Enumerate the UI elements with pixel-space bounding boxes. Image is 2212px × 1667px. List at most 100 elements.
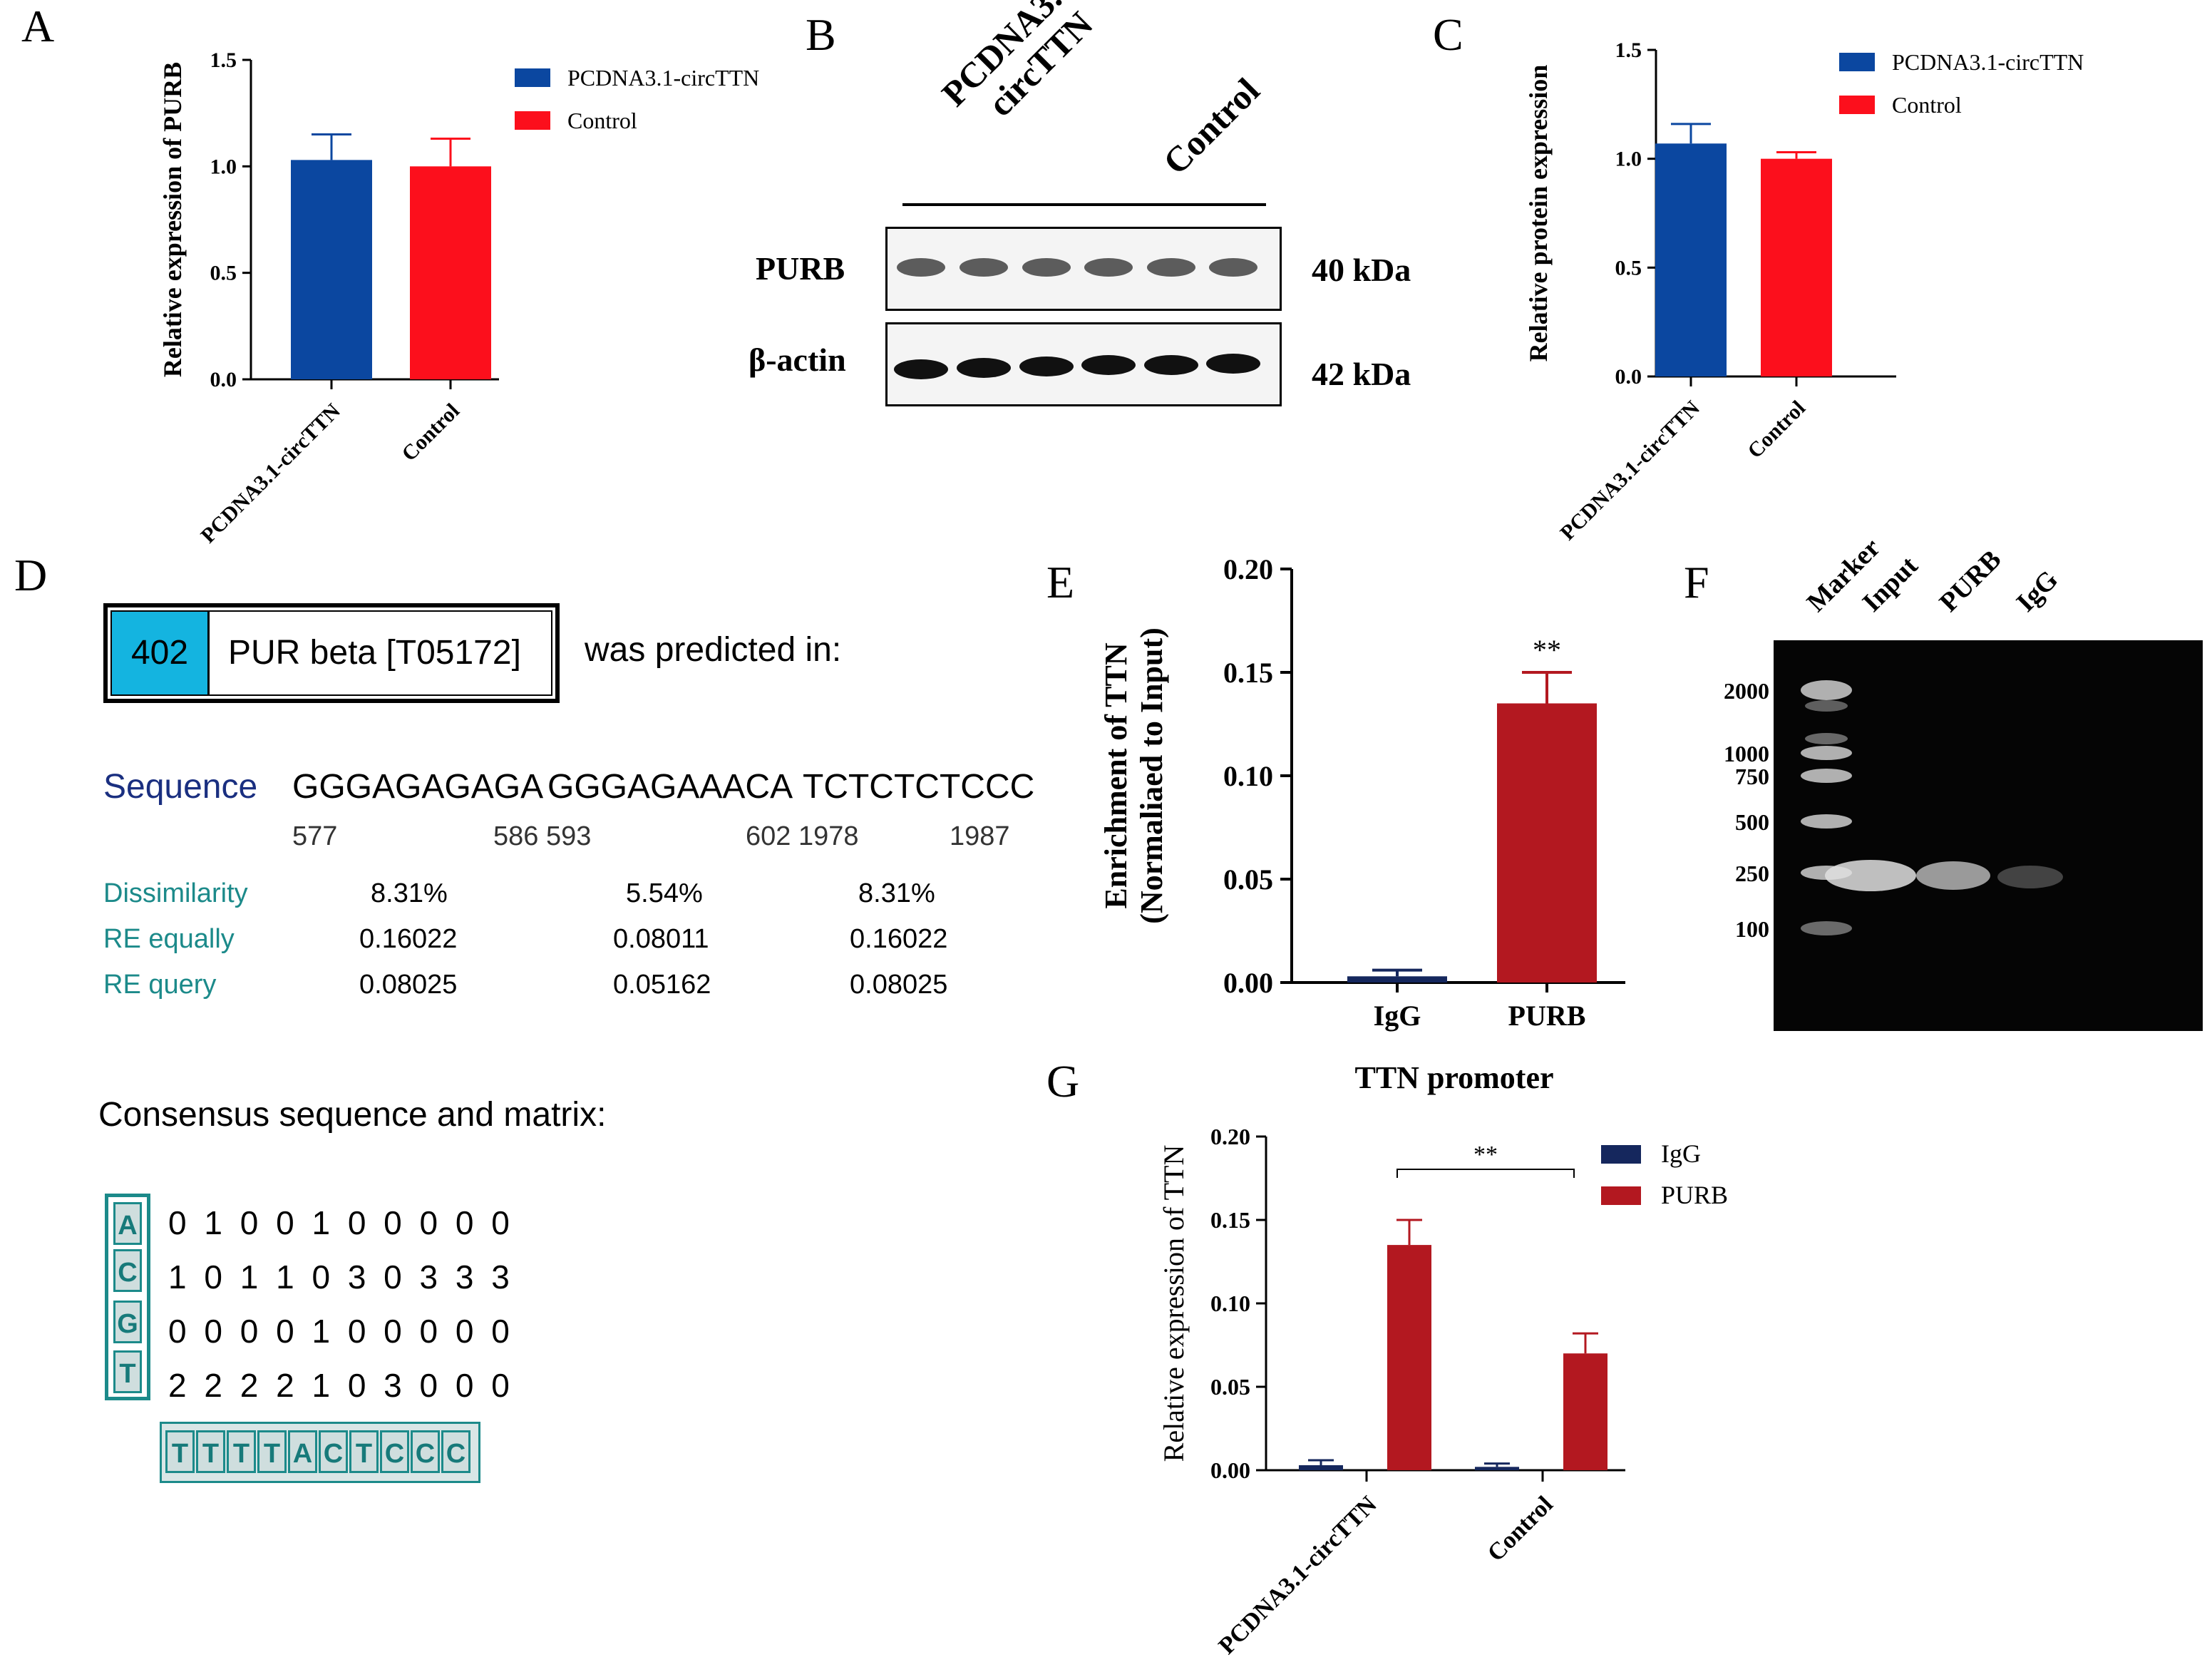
row-value-re-equally-1: 0.16022 <box>359 924 458 954</box>
matrix-letter-c: C <box>113 1249 142 1292</box>
y-axis-label: Relative protein expression <box>1524 65 1553 362</box>
bar <box>1497 703 1597 983</box>
marker-label: 2000 <box>1724 678 1769 704</box>
band-actin-2 <box>957 358 1011 378</box>
consensus-letter: C <box>411 1430 440 1473</box>
legend-swatch <box>1601 1186 1641 1205</box>
chart-c: 0.0 0.5 1.0 1.5 PCDNA3.1-circTTN Control Relat… <box>1524 39 2084 545</box>
motif-panel: 402 PUR beta [T05172] was predicted in: … <box>0 556 1034 1497</box>
band-actin-1 <box>894 359 948 379</box>
y-tick-label: 0.00 <box>1223 967 1273 999</box>
panel-letter-c: C <box>1433 9 1463 60</box>
band-actin-6 <box>1206 354 1260 374</box>
band-purb-3 <box>1022 258 1071 277</box>
row-value-re-equally-3: 0.16022 <box>850 924 948 954</box>
consensus-letter: T <box>196 1430 225 1473</box>
consensus-letter: T <box>349 1430 379 1473</box>
position-2: 586 593 <box>493 821 592 851</box>
blot-line-control <box>1098 203 1266 206</box>
bar <box>1347 976 1447 983</box>
legend-swatch <box>515 111 550 130</box>
legend-label: PURB <box>1661 1181 1728 1209</box>
x-tick-label: PURB <box>1508 1000 1586 1032</box>
motif-header-inner <box>110 610 552 696</box>
blot-row-label-actin: β-actin <box>749 342 846 378</box>
significance-label: ** <box>1533 634 1561 666</box>
consensus-title: Consensus sequence and matrix: <box>98 1096 607 1134</box>
matrix-row-g: 0 0 0 0 1 0 0 0 0 0 <box>168 1313 514 1350</box>
y-tick-label: 0.20 <box>1223 553 1273 585</box>
marker-band <box>1801 680 1852 700</box>
x-tick-label: Control <box>1483 1491 1558 1566</box>
y-tick-label: 0.10 <box>1223 760 1273 792</box>
position-1: 577 <box>292 821 338 851</box>
consensus-letter: C <box>441 1430 470 1473</box>
position-3: 602 1978 <box>746 821 859 851</box>
marker-label: 500 <box>1735 809 1769 835</box>
bar <box>410 166 491 380</box>
y-tick-label: 1.0 <box>210 155 237 178</box>
y-tick-label: 0.10 <box>1210 1291 1250 1316</box>
lane-label: PURB <box>1934 545 2007 618</box>
band-purb-6 <box>1209 258 1257 277</box>
motif-predicted-text: was predicted in: <box>585 631 842 669</box>
y-tick-label: 0.5 <box>210 262 237 285</box>
significance-bracket <box>1396 1169 1575 1178</box>
row-value-re-query-3: 0.08025 <box>850 970 948 1000</box>
row-value-dissimilarity-3: 8.31% <box>858 878 935 908</box>
blot-line-pcdna <box>902 203 1075 206</box>
x-tick-label: PCDNA3.1-circTTN <box>1555 396 1704 545</box>
y-tick-label: 0.15 <box>1223 657 1273 689</box>
sequence-1: GGGAGAGAGA <box>292 768 544 806</box>
row-value-dissimilarity-2: 5.54% <box>626 878 703 908</box>
motif-id-badge: 402 <box>112 612 207 694</box>
y-tick-label: 1.5 <box>210 48 237 72</box>
bar <box>1761 158 1832 376</box>
blot-row-label-purb: PURB <box>756 250 845 287</box>
consensus-letter: C <box>380 1430 409 1473</box>
consensus-letter: T <box>257 1430 287 1473</box>
y-tick-label: 0.15 <box>1210 1207 1250 1233</box>
chart-title: TTN promoter <box>1354 1060 1553 1095</box>
y-axis-label-2: (Normaliaed to Input) <box>1134 627 1169 924</box>
band-purb-4 <box>1084 258 1133 277</box>
matrix-row-a: 0 1 0 0 1 0 0 0 0 0 <box>168 1204 514 1241</box>
row-label-re-equally: RE equally <box>103 924 235 954</box>
legend-label: PCDNA3.1-circTTN <box>1892 49 2084 75</box>
blot-size-42: 42 kDa <box>1312 356 1411 392</box>
matrix-letter-t: T <box>113 1350 142 1393</box>
matrix-row-t: 2 2 2 2 1 0 3 0 0 0 <box>168 1367 514 1404</box>
row-value-re-query-1: 0.08025 <box>359 970 458 1000</box>
bar <box>1563 1353 1607 1470</box>
band-purb-5 <box>1147 258 1195 277</box>
bar <box>1299 1465 1343 1470</box>
consensus-letter: C <box>319 1430 348 1473</box>
motif-id-divider <box>207 612 210 694</box>
marker-label: 100 <box>1735 916 1769 942</box>
marker-band <box>1801 746 1852 760</box>
bar <box>1475 1467 1519 1470</box>
consensus-letter: T <box>165 1430 195 1473</box>
panel-letter-d: D <box>14 550 48 600</box>
blot-size-40: 40 kDa <box>1312 252 1411 288</box>
chart-a: 0.0 0.5 1.0 1.5 PCDNA3.1-circTTN Control Relat… <box>158 48 759 548</box>
panel-letter-f: F <box>1684 557 1709 607</box>
row-value-re-equally-2: 0.08011 <box>613 924 709 954</box>
marker-band-extra <box>1805 733 1848 744</box>
legend-label: IgG <box>1661 1139 1701 1168</box>
band-purb <box>1916 861 1990 890</box>
band-purb-1 <box>897 258 945 277</box>
band-input <box>1825 860 1916 891</box>
row-label-re-query: RE query <box>103 970 217 1000</box>
y-axis-label: Relative expression of PURB <box>158 62 187 377</box>
blot-bands <box>894 258 1260 379</box>
significance-label: ** <box>1473 1142 1498 1168</box>
sequence-label: Sequence <box>103 768 258 806</box>
panel-letter-g: G <box>1046 1056 1080 1107</box>
row-value-dissimilarity-1: 8.31% <box>371 878 448 908</box>
y-tick-label: 1.5 <box>1615 39 1642 62</box>
panel-letter-b: B <box>806 9 836 60</box>
sequence-3: TCTCTCTCCC <box>803 768 1035 806</box>
bar <box>1655 143 1727 376</box>
